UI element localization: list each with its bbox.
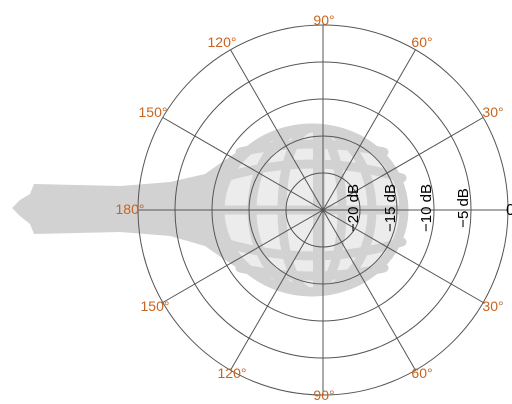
db-label-minus-5: −5 dB bbox=[455, 188, 472, 228]
angle-label-150-upper: 150° bbox=[139, 104, 168, 120]
db-label-minus-15: −15 dB bbox=[382, 184, 399, 232]
angle-label-150-lower: 150° bbox=[141, 298, 170, 314]
angle-label-top-90: 90° bbox=[313, 12, 334, 28]
grid-spoke-150 bbox=[162, 117, 484, 303]
angle-label-60-upper: 60° bbox=[411, 34, 432, 50]
angle-label-180: 180° bbox=[116, 201, 145, 217]
angle-label-bottom-90: 90° bbox=[313, 387, 334, 403]
polar-grid bbox=[137, 24, 509, 396]
db-label-minus-20: −20 dB bbox=[345, 184, 362, 232]
angle-label-30-lower: 30° bbox=[482, 298, 503, 314]
angle-label-120-lower: 120° bbox=[218, 365, 247, 381]
angle-label-120-upper: 120° bbox=[208, 34, 237, 50]
angle-label-30-upper: 30° bbox=[482, 104, 503, 120]
angle-labels: 90° 120° 60° 150° 30° 180° 150° 30° 120°… bbox=[116, 12, 504, 403]
microphone-handle bbox=[12, 147, 245, 273]
db-labels: −20 dB −15 dB −10 dB −5 dB bbox=[345, 184, 472, 232]
angle-label-60-lower: 60° bbox=[411, 365, 432, 381]
db-label-minus-10: −10 dB bbox=[418, 184, 435, 232]
right-edge-label: 0 bbox=[506, 202, 512, 219]
